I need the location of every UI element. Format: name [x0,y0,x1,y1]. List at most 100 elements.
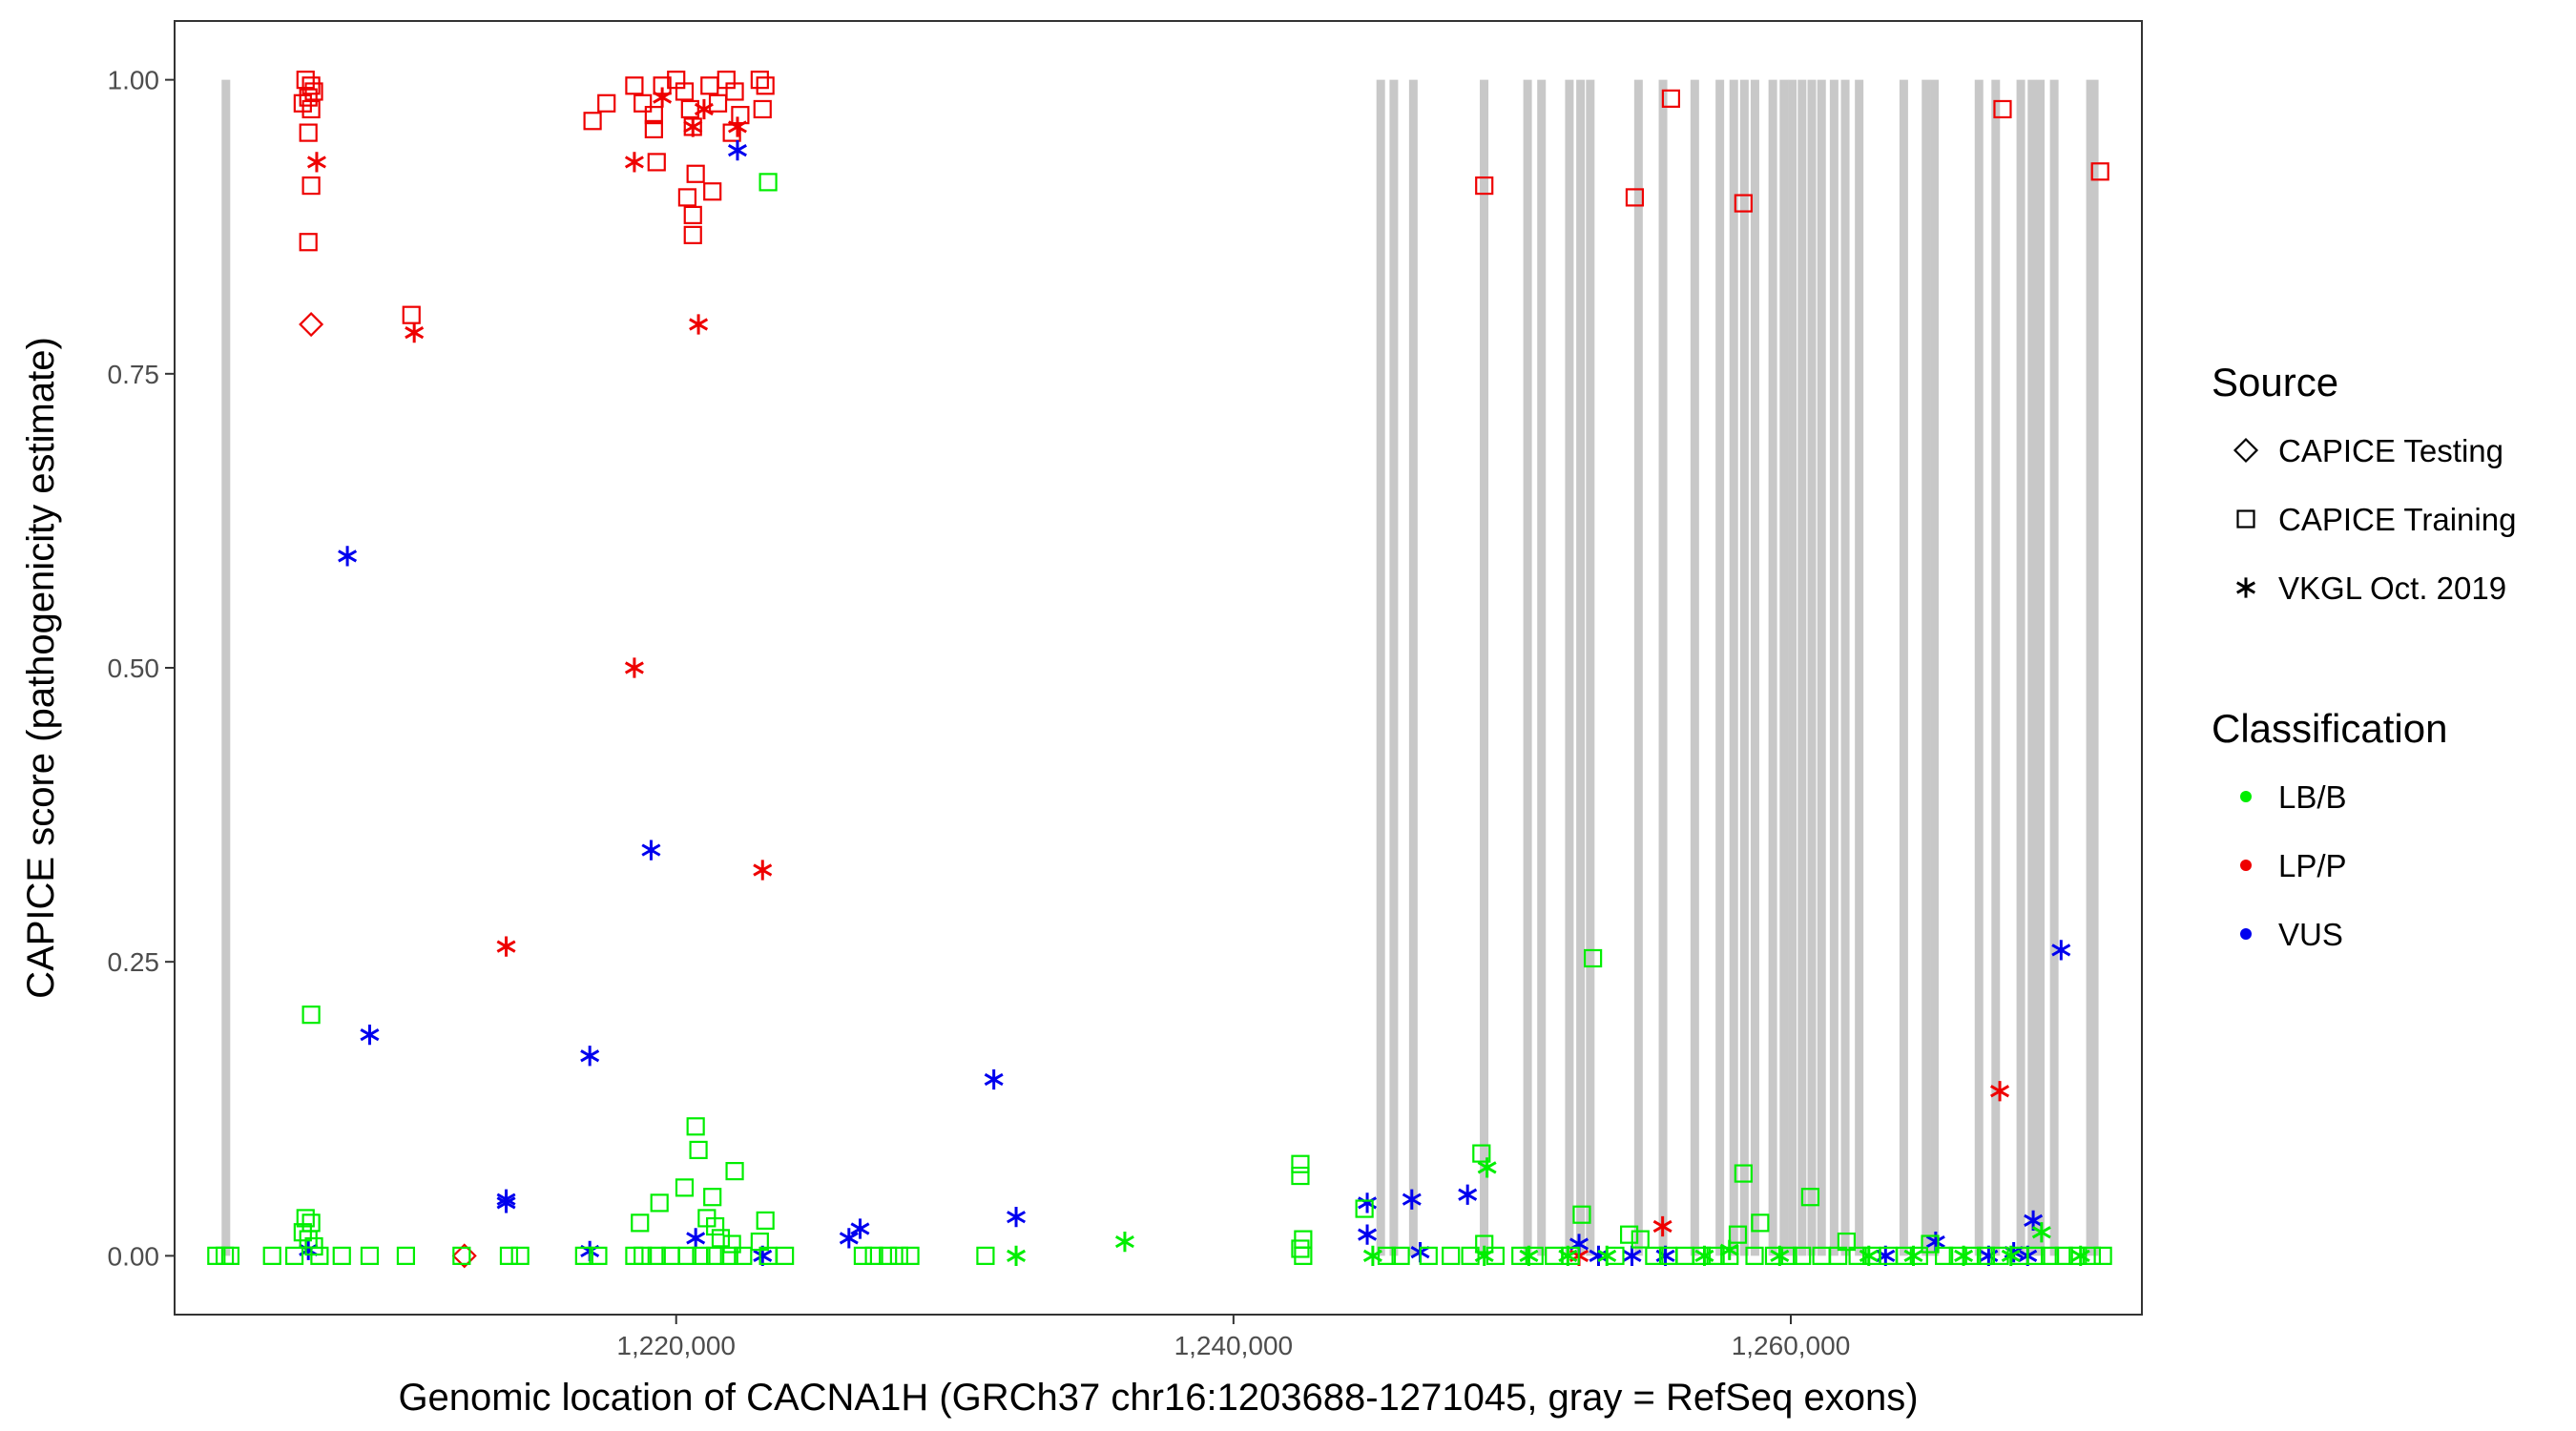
exon-band [1576,79,1586,1256]
legend-label: LB/B [2278,779,2347,815]
data-point [451,1243,477,1269]
data-point [677,1246,697,1265]
exon-bands [221,79,2099,1256]
data-point [756,76,775,95]
data-point [1751,1213,1770,1233]
data-point [624,657,644,678]
data-point [338,546,358,567]
exon-band [1739,79,1749,1256]
exon-band [1899,79,1908,1256]
data-point [1477,1157,1497,1178]
data-point [301,99,321,119]
exon-band [1565,79,1574,1256]
data-point [722,1234,741,1254]
data-point [624,152,644,173]
data-point [750,1232,769,1252]
data-point [299,1230,318,1249]
x-tick-label: 1,240,000 [1174,1331,1294,1360]
data-point [901,1246,920,1265]
data-point [683,225,702,244]
x-axis-title: Genomic location of CACNA1H (GRCh37 chr1… [398,1377,1918,1419]
data-point [310,1246,329,1265]
exon-band [1729,79,1738,1256]
data-point [1645,1246,1664,1265]
data-point [304,82,323,101]
exon-band [1768,79,1777,1256]
exon-band [2086,79,2099,1256]
data-point [1770,1245,1790,1266]
data-point [583,112,602,131]
legend-label: CAPICE Testing [2278,433,2503,468]
legend-title-source: Source [2212,360,2338,404]
data-point [641,840,661,861]
data-point [301,76,321,95]
data-point [1291,1154,1310,1173]
legend: Source CAPICE Testing CAPICE Training VKGL … [2212,360,2516,952]
exon-band [1480,79,1489,1256]
data-point [1990,1246,2009,1265]
exon-band [1376,79,1385,1256]
data-point [1597,1245,1617,1266]
data-point [694,98,714,120]
y-axis-title: CAPICE score (pathogenicity estimate) [20,337,62,999]
data-point [1661,89,1681,108]
data-point [2082,1246,2102,1265]
data-point [1848,1246,1867,1265]
data-point [1734,1164,1753,1183]
data-point [1472,1144,1491,1163]
legend-key-square [2236,509,2255,529]
data-point [405,322,425,343]
y-tick-label: 0.75 [108,360,160,389]
data-point [304,1236,323,1256]
data-point [706,1246,725,1265]
data-point [776,1246,795,1265]
exon-band [221,79,231,1256]
data-point [680,99,699,119]
legend-key-dot [2240,860,2252,871]
data-point [1719,1239,1739,1260]
data-point [220,1246,240,1265]
data-point [1625,188,1645,207]
data-point [750,71,769,90]
data-points [207,71,2112,1269]
data-point [1990,1081,2010,1102]
exon-band [1991,79,2001,1256]
data-point [1622,1245,1642,1266]
data-point [332,1246,351,1265]
data-point [1419,1246,1438,1265]
data-point [753,860,773,881]
legend-label: VKGL Oct. 2019 [2278,570,2506,606]
exon-band [2016,79,2025,1256]
data-point [686,164,705,183]
data-point [1734,194,1753,213]
data-point [2001,1245,2021,1266]
data-point [864,1246,883,1265]
x-tick-label: 1,260,000 [1732,1331,1851,1360]
data-point [984,1068,1004,1090]
data-point [1935,1246,1954,1265]
data-point [496,936,516,957]
y-tick-label: 1.00 [108,66,160,95]
exon-band [1974,79,1984,1256]
data-point [1442,1246,1461,1265]
data-point [647,1246,666,1265]
data-point [1355,1199,1374,1218]
data-point [510,1246,530,1265]
data-point [711,1229,731,1248]
data-point [2041,1246,2060,1265]
data-point [2070,1245,2090,1266]
data-point [1474,1245,1494,1266]
data-point [850,1218,870,1239]
exon-band [1389,79,1399,1256]
legend-key-dot [2240,928,2252,940]
data-point [1475,176,1494,196]
data-point [644,119,663,139]
data-point [262,1246,281,1265]
legend-label: LP/P [2278,848,2347,883]
data-point [1561,1246,1580,1265]
data-point [686,1228,706,1249]
data-point [758,173,778,192]
data-point [686,1117,705,1136]
y-tick-label: 0.50 [108,653,160,683]
